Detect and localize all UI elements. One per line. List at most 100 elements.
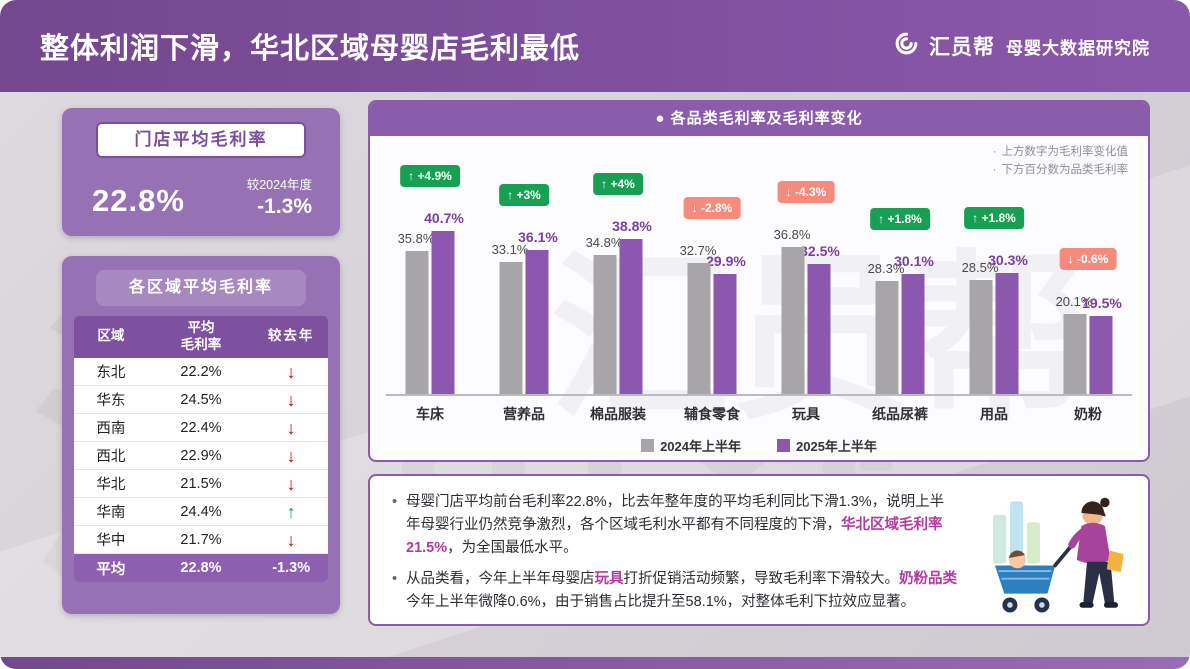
chart-note-2: · 下方百分数为品类毛利率 xyxy=(992,163,1128,176)
table-row: 西南 22.4% ↓ xyxy=(74,413,328,443)
bar-pair xyxy=(875,274,925,394)
category-label: 棉品服装 xyxy=(590,406,646,422)
chart-group: ↓ -4.3% 36.8% 32.5% xyxy=(762,150,850,394)
insight-text: 从品类看，今年上半年母婴店 xyxy=(406,570,595,587)
trend-up-arrow-icon: ↑ xyxy=(254,497,328,527)
avg-margin-card: 门店平均毛利率 22.8% 较2024年度 -1.3% xyxy=(62,108,340,236)
category-label: 用品 xyxy=(980,406,1008,422)
change-badge: ↑ +1.8% xyxy=(964,207,1024,229)
insight-text: ，为全国最低水平。 xyxy=(447,540,578,557)
compare-label: 较2024年度 xyxy=(246,178,312,192)
chart-group: ↑ +3% 33.1% 36.1% xyxy=(480,150,568,394)
bar-pair xyxy=(969,273,1019,394)
trend-down-arrow-icon: ↓ xyxy=(254,385,328,415)
bar-2024 xyxy=(1063,314,1087,394)
avg-compare-block: 较2024年度 -1.3% xyxy=(247,174,312,219)
trend-down-arrow-icon: ↓ xyxy=(254,525,328,555)
bar-value-2024: 32.7% xyxy=(679,243,717,258)
region-name: 华北 xyxy=(74,469,148,499)
insight-text: 打折促销活动频繁，导致毛利率下滑较大。 xyxy=(623,570,900,587)
bar-2024 xyxy=(593,255,617,394)
region-name: 东北 xyxy=(74,357,148,387)
bar-2024 xyxy=(969,280,993,394)
trend-down-arrow-icon: ↓ xyxy=(254,469,328,499)
chart-plot: ↑ +4.9% 35.8% 40.7% ↑ +3% 33.1% 36.1% ↑ +4% 34.… xyxy=(386,150,1132,396)
category-label: 辅食零食 xyxy=(684,406,740,422)
chart-notes: · 上方数字为毛利率变化值 · 下方百分数为品类毛利率 xyxy=(993,144,1128,180)
bar-2025 xyxy=(901,274,925,394)
summary-value: 22.8% xyxy=(147,553,255,582)
table-row: 西北 22.9% ↓ xyxy=(74,441,328,471)
chart-group: ↑ +1.8% 28.3% 30.1% xyxy=(856,150,944,394)
insight-text: 母婴门店平均前台毛利率22.8%，比去年整年度的平均毛利同比下滑1.3%，说明上… xyxy=(406,494,945,534)
bar-value-2024: 36.8% xyxy=(773,227,811,242)
avg-card-title: 门店平均毛利率 xyxy=(96,122,306,158)
bar-value-2024: 34.8% xyxy=(585,235,623,250)
region-table-body: 东北 22.2% ↓ 华东 24.5% ↓ 西南 22.4% ↓ 西北 22.9% ↓ 华北 21.5% ↓… xyxy=(74,357,328,555)
table-row: 东北 22.2% ↓ xyxy=(74,357,328,387)
bar-value-2025: 30.3% xyxy=(988,252,1028,268)
bar-value-2024: 33.1% xyxy=(491,242,529,257)
chart-note-1: · 上方数字为毛利率变化值 xyxy=(992,146,1128,158)
insight-card: 母婴门店平均前台毛利率22.8%，比去年整年度的平均毛利同比下滑1.3%，说明上… xyxy=(368,474,1150,626)
shopper-illustration xyxy=(993,497,1124,613)
category-label: 纸品尿裤 xyxy=(872,406,928,422)
bar-value-2025: 19.5% xyxy=(1082,295,1122,311)
legend-2024: 2024年上半年 xyxy=(641,436,741,455)
bottom-accent-bar xyxy=(0,657,1190,669)
legend-swatch-2025 xyxy=(777,439,790,452)
page-title: 整体利润下滑，华北区域母婴店毛利最低 xyxy=(40,33,581,65)
bar-value-2025: 32.5% xyxy=(800,243,840,259)
region-value: 21.5% xyxy=(147,469,255,499)
category-label: 奶粉 xyxy=(1074,406,1102,422)
bar-value-2025: 40.7% xyxy=(424,210,464,226)
insight-highlight: 玩具 xyxy=(594,570,624,587)
table-row: 华南 24.4% ↑ xyxy=(74,497,328,527)
logo-swirl-icon xyxy=(893,30,920,62)
bar-2024 xyxy=(405,251,429,394)
change-badge: ↑ +1.8% xyxy=(870,208,930,230)
chart-group: ↓ -2.8% 32.7% 29.9% xyxy=(668,150,756,394)
bar-value-2024: 20.1% xyxy=(1055,294,1093,309)
bar-pair xyxy=(405,231,455,394)
chart-group: ↑ +4% 34.8% 38.8% xyxy=(574,150,662,394)
region-name: 西北 xyxy=(74,441,148,471)
bar-value-2025: 30.1% xyxy=(894,253,934,269)
bar-value-2024: 35.8% xyxy=(397,231,435,246)
chart-categories: 车床 营养品 棉品服装 辅食零食 玩具 纸品尿裤 用品 奶粉 xyxy=(386,404,1132,424)
bar-2025 xyxy=(525,250,549,394)
change-badge: ↓ -0.6% xyxy=(1059,248,1117,270)
chart-title: ● 各品类毛利率及毛利率变化 xyxy=(370,102,1148,136)
region-value: 24.5% xyxy=(147,385,255,415)
bar-2024 xyxy=(781,247,805,394)
bar-2025 xyxy=(807,264,831,394)
bar-pair xyxy=(687,263,737,394)
bar-2024 xyxy=(499,262,523,394)
bar-value-2024: 28.3% xyxy=(867,261,905,276)
summary-row: 平均 22.8% -1.3% xyxy=(74,553,328,582)
summary-trend: -1.3% xyxy=(254,553,328,582)
bar-pair xyxy=(593,239,643,394)
col-vs-last-year: 较去年 xyxy=(254,316,328,358)
region-table: 区域 平均 毛利率 较去年 东北 22.2% ↓ 华东 24.5% ↓ 西南 22.4% ↓ 西北… xyxy=(74,316,328,582)
region-value: 24.4% xyxy=(147,497,255,527)
bar-pair xyxy=(781,247,831,394)
region-margin-card: 各区域平均毛利率 区域 平均 毛利率 较去年 东北 22.2% ↓ 华东 24.5% ↓ 西… xyxy=(62,256,340,614)
chart-group: ↓ -0.6% 20.1% 19.5% xyxy=(1044,150,1132,394)
bar-pair xyxy=(1063,314,1113,394)
region-value: 22.2% xyxy=(147,357,255,387)
insight-text: 今年上半年微降0.6%，由于销售占比提升至58.1%，对整体毛利下拉效应显著。 xyxy=(406,593,916,610)
category-label: 车床 xyxy=(416,406,444,422)
chart-legend: 2024年上半年 2025年上半年 xyxy=(370,436,1148,455)
trend-down-arrow-icon: ↓ xyxy=(254,357,328,387)
insight-highlight: 奶粉品类 xyxy=(899,570,957,587)
region-name: 华南 xyxy=(74,497,148,527)
region-name: 华中 xyxy=(74,525,148,555)
chart-group: ↑ +1.8% 28.5% 30.3% xyxy=(950,150,1038,394)
brand-name: 汇员帮 xyxy=(929,36,995,59)
insight-bullet: 母婴门店平均前台毛利率22.8%，比去年整年度的平均毛利同比下滑1.3%，说明上… xyxy=(390,491,958,561)
insight-bullet: 从品类看，今年上半年母婴店玩具打折促销活动频繁，导致毛利率下滑较大。奶粉品类今年… xyxy=(390,568,958,614)
chart-group: ↑ +4.9% 35.8% 40.7% xyxy=(386,150,474,394)
col-avg-margin: 平均 毛利率 xyxy=(147,316,255,358)
